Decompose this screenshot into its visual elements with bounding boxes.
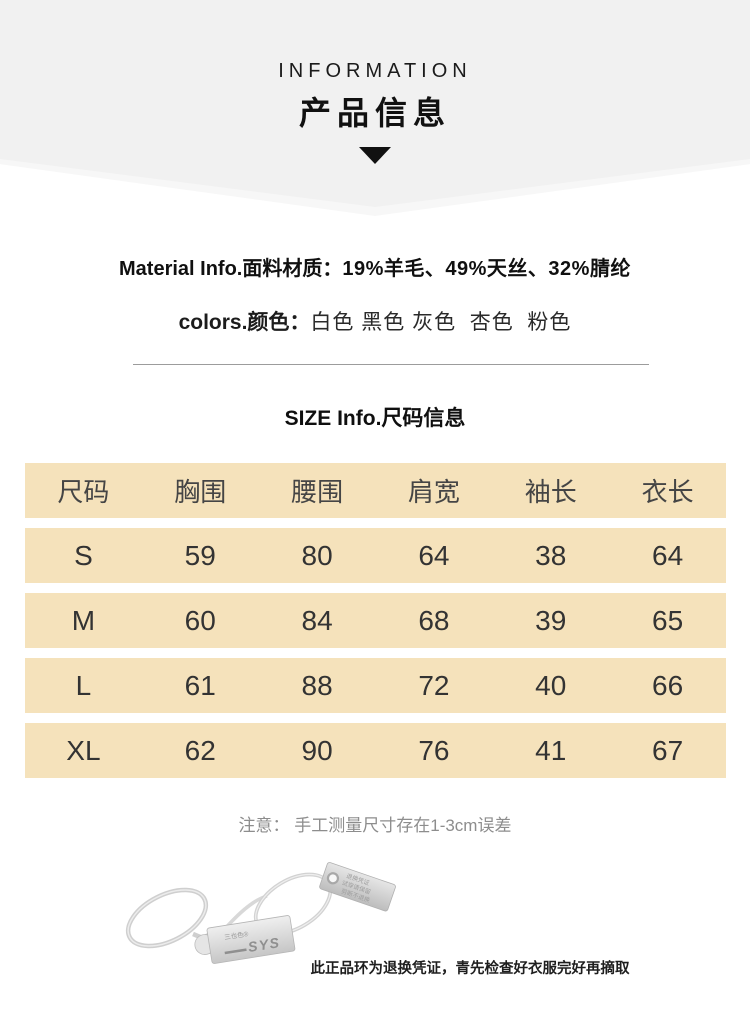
- left-tag-plate: 三也色® SYS: [206, 915, 296, 964]
- material-value: 19%羊毛、49%天丝、32%腈纶: [342, 258, 631, 280]
- table-cell: 肩宽: [407, 477, 460, 507]
- table-cell: 72: [418, 669, 450, 701]
- table-cell: 胸围: [174, 477, 227, 507]
- table-cell: M: [71, 604, 96, 636]
- header-banner: [0, 0, 750, 207]
- return-policy-line1: 此正品环为退换凭证，青先检查好衣服完好再摘取: [310, 961, 630, 977]
- table-cell: 61: [184, 669, 216, 701]
- table-cell: 59: [184, 539, 216, 571]
- table-cell: S: [74, 539, 93, 571]
- table-cell: 60: [184, 604, 216, 636]
- table-cell: 80: [301, 539, 333, 571]
- table-row: L 61 88 72 40 66: [25, 658, 726, 713]
- return-policy-text: 此正品环为退换凭证，青先检查好衣服完好再摘取 剪断视为无效，无法办理退换货，轻知…: [300, 907, 640, 1012]
- table-cell: 39: [535, 604, 567, 636]
- table-cell: XL: [66, 734, 101, 766]
- table-cell: 38: [535, 539, 567, 571]
- colors-value: 白色 黑色 灰色 杏色 粉色: [310, 311, 572, 334]
- table-cell: 尺码: [57, 477, 110, 507]
- table-cell: 40: [535, 669, 567, 701]
- table-cell: 67: [652, 734, 684, 766]
- material-info-line: Material Info.面料材质：19%羊毛、49%天丝、32%腈纶: [0, 252, 750, 281]
- measurement-note: 注意： 手工测量尺寸存在1-3cm误差: [238, 816, 512, 835]
- tag-brand-logo: SYS: [247, 934, 282, 955]
- colors-label: colors.颜色：: [178, 311, 311, 334]
- table-row: S 59 80 64 38 64: [25, 528, 726, 583]
- header-eyebrow: INFORMATION: [278, 60, 472, 82]
- table-cell: 68: [418, 604, 450, 636]
- table-cell: 腰围: [291, 477, 344, 507]
- size-section-title: SIZE Info.尺码信息: [284, 407, 466, 430]
- table-cell: 41: [535, 734, 567, 766]
- table-cell: 65: [652, 604, 684, 636]
- right-hang-tag: 退换凭证 试穿请保留 剪断不退换: [319, 862, 396, 912]
- section-divider: [133, 364, 649, 365]
- page-title: 产品信息: [298, 95, 451, 131]
- material-label: Material Info.面料材质：: [119, 258, 343, 280]
- table-cell: 64: [652, 539, 684, 571]
- table-cell: 66: [652, 669, 684, 701]
- table-cell: 88: [301, 669, 333, 701]
- table-row: XL 62 90 76 41 67: [25, 723, 726, 778]
- table-cell: 衣长: [641, 477, 694, 507]
- table-cell: 64: [418, 539, 450, 571]
- table-cell: 90: [301, 734, 333, 766]
- table-row: M 60 84 68 39 65: [25, 593, 726, 648]
- table-cell: 62: [184, 734, 216, 766]
- table-cell: 袖长: [524, 477, 577, 507]
- table-cell: 76: [418, 734, 450, 766]
- colors-info-line: colors.颜色：白色 黑色 灰色 杏色 粉色: [0, 306, 750, 336]
- triangle-down-icon: [359, 147, 391, 164]
- table-cell: L: [75, 669, 92, 701]
- size-table: 尺码 胸围 腰围 肩宽 袖长 衣长 S 59 80 64 38 64 M 60 84 68 39 65 L 61 88…: [25, 463, 726, 788]
- security-tag-photo: 三也色® SYS 退换凭证 试穿请保留 剪断不退换: [125, 862, 396, 964]
- size-table-header-row: 尺码 胸围 腰围 肩宽 袖长 衣长: [25, 463, 726, 518]
- table-cell: 84: [301, 604, 333, 636]
